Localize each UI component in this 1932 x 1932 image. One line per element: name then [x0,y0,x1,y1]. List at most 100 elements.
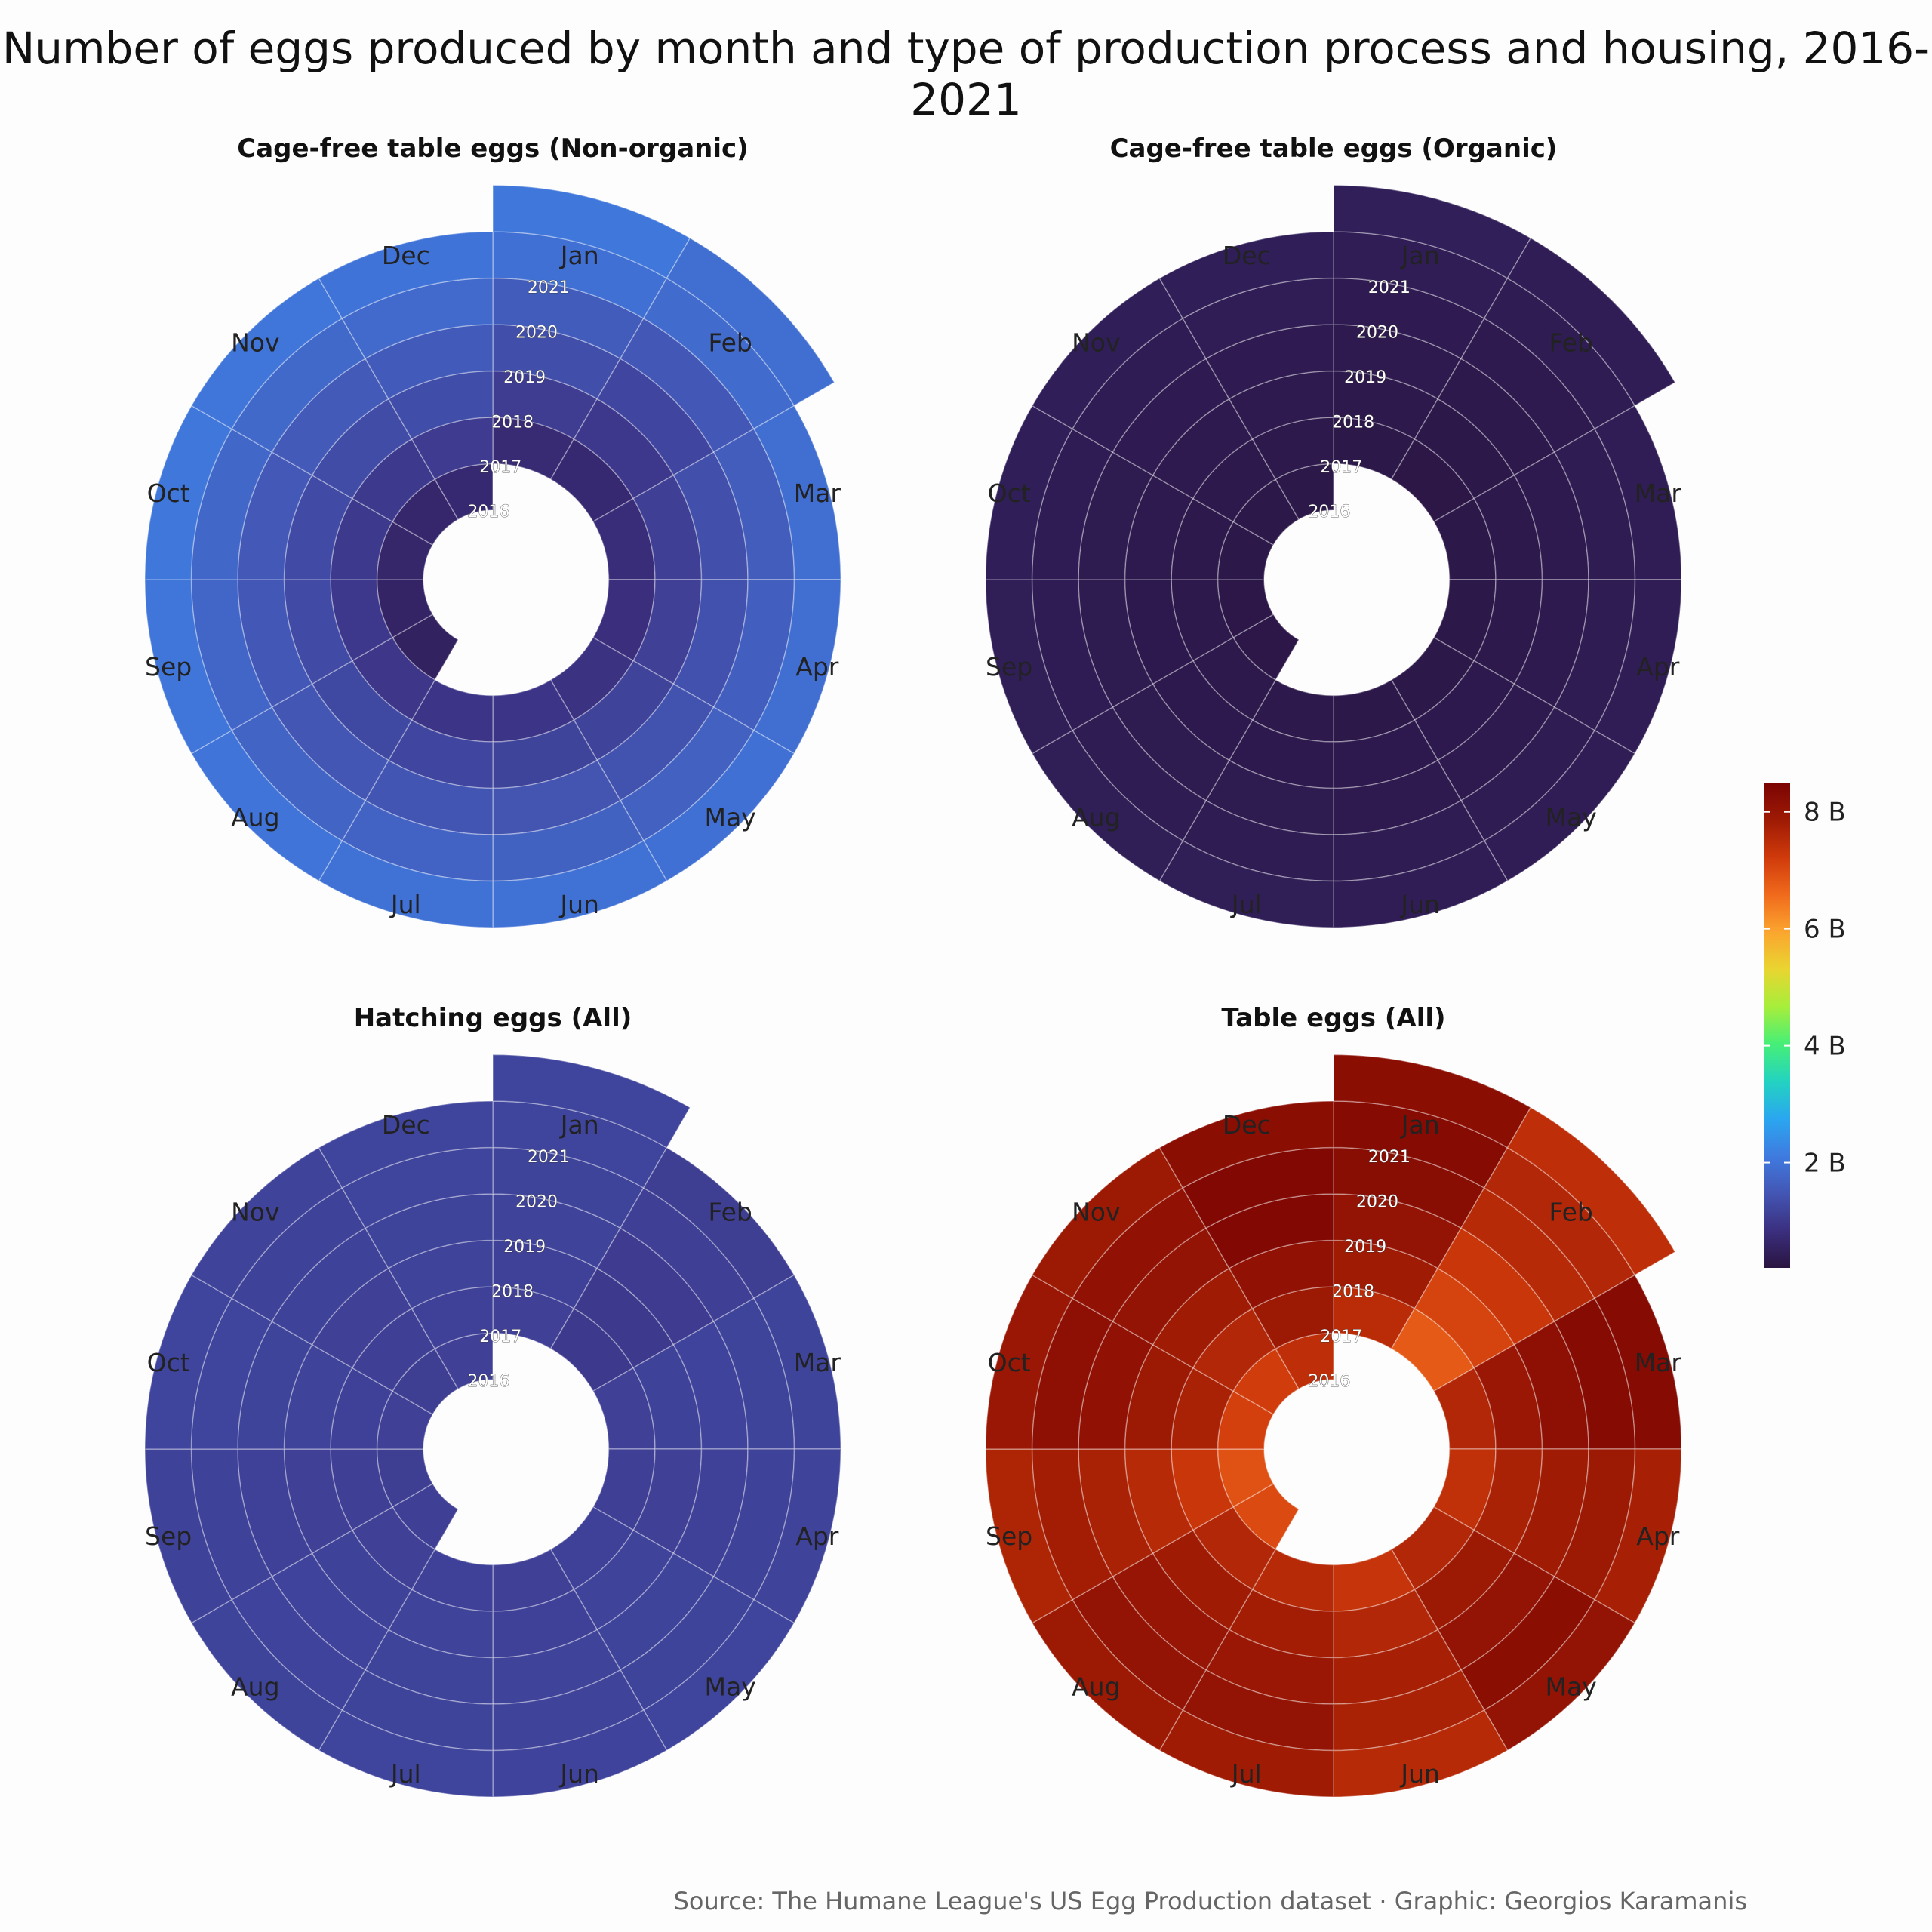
month-label-sep: Sep [145,1521,192,1551]
legend-tick-label: 2 B [1804,1149,1846,1179]
facet-4: Table eggs (All) 2016 2017 2018 2019 2020 2021… [985,1003,1682,1798]
cell-nov-ring-2 [1152,398,1254,500]
month-label-sep: Sep [986,652,1032,681]
year-label-2020: 2020 [515,1193,558,1212]
year-label-2018: 2018 [491,1282,534,1301]
cell-jul-ring-2 [1228,1589,1334,1659]
cell-feb-ring-2 [573,1267,675,1369]
cell-apr-ring-5 [1593,1448,1682,1624]
cell-jan-ring-4 [1333,1146,1485,1229]
cell-jan-ring-6 [492,1054,691,1149]
cell-dec-ring-4 [341,277,494,360]
cell-dec-ring-3 [1204,324,1334,400]
month-label-aug: Aug [231,1672,279,1702]
facet-title: Cage-free table eggs (Non-organic) [237,134,748,164]
year-label-2019: 2019 [503,368,546,387]
month-label-apr: Apr [795,652,839,681]
chart-title: Number of eggs produced by month and typ… [2,23,1930,125]
color-legend: 2 B 4 B 6 B 8 B [1764,783,1846,1268]
cell-jul-ring-3 [1204,1629,1334,1705]
month-label-jul: Jul [389,1759,421,1789]
month-label-apr: Apr [795,1521,839,1551]
cell-nov-ring-0 [1232,1348,1300,1416]
cell-feb-ring-2 [573,398,675,500]
cell-apr-ring-2 [1473,579,1543,685]
cell-dec-ring-4 [341,1146,494,1229]
year-label-2017: 2017 [479,458,521,477]
month-label-jul: Jul [389,890,421,919]
cell-apr-ring-3 [1513,579,1589,709]
cell-dec-ring-5 [318,231,494,320]
facet-2: Cage-free table eggs (Organic) 2016 2017 20… [985,134,1682,928]
cell-jul-ring-2 [1228,719,1334,789]
legend-tick-label: 6 B [1804,915,1846,945]
year-label-2017: 2017 [479,1327,521,1346]
year-label-2017: 2017 [1320,458,1362,477]
cell-apr-ring-3 [672,1448,749,1578]
cell-dec-ring-3 [364,1193,494,1269]
cell-jul-ring-4 [341,799,494,882]
month-label-dec: Dec [382,241,430,270]
cell-apr-ring-5 [1593,579,1682,755]
cell-oct-ring-3 [237,1320,313,1450]
month-label-dec: Dec [1223,1110,1271,1140]
month-label-may: May [1546,1672,1597,1702]
cell-jan-ring-2 [1333,1239,1439,1309]
month-label-feb: Feb [1549,328,1592,357]
cell-dec-ring-3 [364,324,494,400]
month-label-apr: Apr [1636,652,1680,681]
month-label-aug: Aug [1072,803,1120,832]
year-label-2018: 2018 [491,413,534,432]
month-label-jan: Jan [1400,241,1440,270]
cell-oct-ring-4 [190,428,273,580]
year-label-2019: 2019 [1344,1238,1386,1257]
cell-apr-ring-3 [672,579,749,709]
cell-apr-ring-4 [712,579,795,731]
cell-oct-ring-5 [985,1274,1074,1450]
cell-dec-ring-5 [318,1100,494,1189]
cell-dec-ring-4 [1182,277,1334,360]
cell-dec-ring-2 [1228,1239,1334,1309]
cell-jan-ring-2 [492,1239,598,1309]
cell-jan-ring-6 [1333,184,1532,279]
cell-dec-ring-2 [387,370,494,440]
cell-dec-ring-4 [1182,1146,1334,1229]
year-label-2016: 2016 [467,1372,509,1391]
cell-jul-ring-4 [341,1669,494,1752]
month-label-feb: Feb [708,1197,752,1226]
month-label-apr: Apr [1636,1521,1680,1551]
cell-oct-ring-2 [1124,474,1194,580]
cell-oct-ring-2 [1124,1343,1194,1450]
month-label-nov: Nov [231,1197,279,1226]
month-label-jun: Jun [1399,1759,1440,1789]
year-label-2019: 2019 [1344,368,1386,387]
cell-oct-ring-3 [1078,1320,1154,1450]
year-label-2018: 2018 [1332,1282,1374,1301]
month-label-feb: Feb [708,328,752,357]
month-label-oct: Oct [988,478,1031,508]
month-label-jul: Jul [1230,1759,1262,1789]
month-label-jan: Jan [559,241,599,270]
month-label-jun: Jun [558,1759,599,1789]
cell-jan-ring-4 [492,277,645,360]
cell-jan-ring-3 [492,1193,622,1269]
cell-jan-ring-4 [492,1146,645,1229]
month-label-aug: Aug [1072,1672,1120,1702]
month-label-feb: Feb [1549,1197,1592,1226]
cell-feb-ring-6 [1506,237,1676,407]
cell-apr-ring-3 [1513,1448,1589,1578]
month-label-mar: Mar [794,1348,841,1377]
month-label-jul: Jul [1230,890,1262,919]
year-label-2016: 2016 [467,503,509,521]
cell-jan-ring-5 [1333,1100,1509,1189]
year-label-2018: 2018 [1332,413,1374,432]
cell-aug-ring-0 [392,613,460,681]
cell-oct-ring-5 [144,1274,233,1450]
month-label-nov: Nov [1072,328,1120,357]
year-label-2017: 2017 [1320,1327,1362,1346]
cell-aug-ring-0 [392,1482,460,1550]
year-label-2020: 2020 [1356,1193,1398,1212]
year-label-2019: 2019 [503,1238,546,1257]
facet-title: Hatching eggs (All) [354,1003,632,1033]
cell-apr-ring-4 [1553,579,1636,731]
